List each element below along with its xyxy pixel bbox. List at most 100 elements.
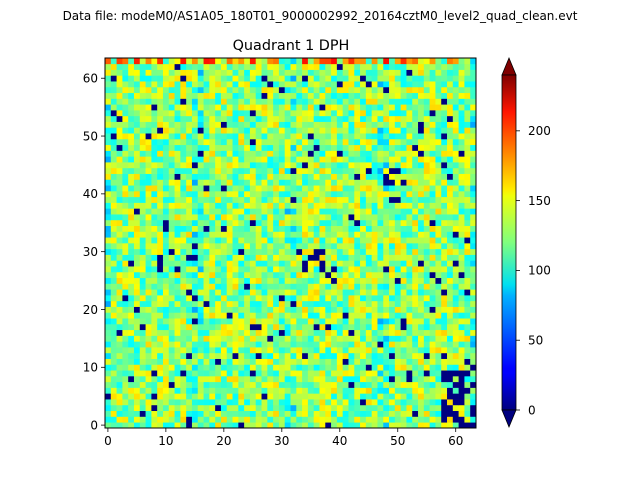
heatmap-cell	[133, 243, 141, 250]
heatmap-cell	[418, 219, 425, 227]
heatmap-cell	[197, 133, 204, 140]
heatmap-cell	[458, 86, 465, 94]
heatmap-cell	[116, 266, 123, 273]
heatmap-cell	[261, 347, 268, 354]
heatmap-cell	[238, 335, 245, 342]
heatmap-cell	[302, 393, 309, 400]
heatmap-cell	[313, 352, 320, 359]
heatmap-cell	[470, 422, 477, 429]
heatmap-cell	[232, 300, 239, 307]
heatmap-cell	[342, 381, 349, 388]
heatmap-cell	[394, 138, 401, 146]
heatmap-cell	[238, 318, 245, 325]
heatmap-cell	[284, 381, 291, 388]
heatmap-cell	[406, 162, 413, 169]
heatmap-cell	[145, 214, 152, 221]
heatmap-cell	[435, 162, 442, 169]
heatmap-cell	[209, 138, 216, 146]
heatmap-cell	[209, 75, 216, 82]
heatmap-cell	[336, 341, 344, 348]
heatmap-cell	[307, 92, 315, 99]
heatmap-cell	[162, 167, 170, 174]
heatmap-cell	[278, 115, 286, 122]
heatmap-cell	[168, 208, 175, 215]
heatmap-cell	[400, 75, 407, 82]
heatmap-cell	[180, 127, 187, 134]
heatmap-cell	[157, 58, 164, 65]
heatmap-cell	[157, 162, 164, 169]
heatmap-cell	[389, 352, 396, 359]
heatmap-cell	[406, 260, 413, 267]
heatmap-cell	[249, 179, 257, 186]
heatmap-cell	[296, 104, 303, 111]
heatmap-cell	[203, 237, 210, 244]
heatmap-cell	[226, 312, 233, 319]
heatmap-cell	[423, 63, 430, 70]
heatmap-cell	[412, 162, 419, 169]
heatmap-cell	[377, 237, 384, 244]
heatmap-cell	[470, 329, 477, 336]
heatmap-cell	[267, 381, 274, 388]
heatmap-cell	[162, 422, 170, 429]
heatmap-cell	[319, 98, 326, 105]
heatmap-cell	[331, 393, 338, 400]
heatmap-cell	[394, 358, 401, 365]
heatmap-cell	[249, 219, 257, 227]
heatmap-cell	[342, 370, 349, 377]
heatmap-cell	[296, 202, 303, 209]
heatmap-cell	[110, 225, 117, 232]
heatmap-cell	[296, 318, 303, 325]
heatmap-cell	[389, 260, 396, 267]
heatmap-cell	[336, 289, 344, 296]
heatmap-cell	[203, 306, 210, 313]
heatmap-cell	[249, 306, 257, 313]
heatmap-cell	[232, 121, 239, 128]
heatmap-cell	[377, 387, 384, 394]
heatmap-cell	[180, 156, 187, 163]
heatmap-cell	[383, 110, 390, 117]
heatmap-cell	[122, 410, 129, 417]
heatmap-cell	[325, 115, 332, 122]
heatmap-cell	[452, 266, 459, 273]
heatmap-cell	[209, 289, 216, 296]
heatmap-cell	[145, 121, 152, 128]
heatmap-cell	[162, 115, 170, 122]
heatmap-cell	[157, 69, 164, 76]
heatmap-cell	[464, 306, 471, 313]
heatmap-cell	[412, 277, 419, 284]
heatmap-cell	[220, 162, 228, 169]
heatmap-cell	[105, 179, 112, 186]
heatmap-cell	[273, 306, 280, 313]
heatmap-cell	[278, 277, 286, 284]
heatmap-cell	[180, 167, 187, 174]
heatmap-cell	[447, 393, 454, 400]
heatmap-cell	[435, 300, 442, 307]
heatmap-cell	[191, 393, 199, 400]
heatmap-cell	[412, 266, 419, 273]
heatmap-cell	[226, 231, 233, 238]
heatmap-cell	[365, 335, 373, 342]
heatmap-cell	[429, 127, 436, 134]
heatmap-cell	[168, 237, 175, 244]
heatmap-cell	[447, 329, 454, 336]
heatmap-cell	[418, 225, 425, 232]
heatmap-cell	[418, 214, 425, 221]
heatmap-cell	[278, 352, 286, 359]
heatmap-cell	[215, 271, 222, 279]
heatmap-cell	[226, 167, 233, 174]
heatmap-cell	[174, 162, 181, 169]
heatmap-cell	[360, 335, 367, 342]
heatmap-cell	[354, 404, 361, 412]
heatmap-cell	[261, 138, 268, 146]
heatmap-cell	[157, 63, 164, 70]
heatmap-cell	[232, 133, 239, 140]
heatmap-cell	[133, 86, 141, 94]
heatmap-cell	[267, 300, 274, 307]
heatmap-cell	[186, 121, 193, 128]
heatmap-cell	[406, 150, 413, 157]
heatmap-cell	[203, 127, 210, 134]
heatmap-cell	[105, 190, 112, 198]
heatmap-cell	[360, 387, 367, 394]
heatmap-cell	[447, 202, 454, 209]
heatmap-cell	[470, 335, 477, 342]
